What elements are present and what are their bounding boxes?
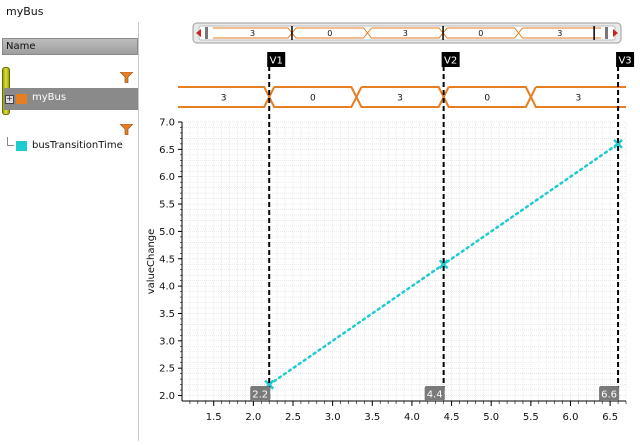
marker-tag[interactable] — [441, 52, 460, 67]
y-tick-label: 6.0 — [159, 172, 175, 183]
overview-bus-value: 3 — [557, 29, 562, 38]
plot-axes: 2.0 2.5 3.0 3.5 4.0 4.5 5.0 5.5 6.0 6.5 7.0 1.5 2.0 2… — [146, 118, 627, 423]
filter-icon[interactable] — [120, 124, 133, 135]
name-column-header[interactable]: Name — [2, 38, 138, 55]
window-title: myBus — [6, 5, 44, 18]
marker-x-value: 4.4 — [427, 390, 443, 401]
overview-bus-value: 0 — [327, 29, 332, 38]
overview-scrollbar[interactable]: 3 0 3 0 3 — [192, 22, 622, 44]
x-tick-label: 4.0 — [404, 412, 420, 423]
plot-area — [182, 122, 626, 401]
filter-icon[interactable] — [120, 72, 133, 83]
bus-color-swatch — [16, 94, 27, 104]
marker-x-value: 6.6 — [601, 390, 617, 401]
bus-segment[interactable] — [355, 86, 445, 108]
bus-segment-value: 0 — [310, 94, 316, 104]
y-tick-label: 2.0 — [159, 391, 175, 402]
bus-segment-value: 3 — [221, 94, 227, 104]
overview-bus-value: 3 — [250, 29, 255, 38]
plot-series — [264, 138, 623, 390]
overview-bus-segment — [517, 27, 601, 39]
bus-segment-value: 0 — [484, 94, 490, 104]
overview-bus-value: 3 — [403, 29, 408, 38]
x-tick-label: 6.5 — [602, 412, 618, 423]
y-tick-label: 4.0 — [159, 282, 175, 293]
marker-x-value-badge — [424, 386, 445, 401]
bus-segment[interactable] — [442, 86, 532, 108]
marker-label: V3 — [618, 56, 631, 67]
marker-x-value-badge — [599, 386, 620, 401]
marker-label: V1 — [270, 56, 283, 67]
bus-segment-value: 3 — [397, 94, 403, 104]
bus-segment[interactable] — [268, 86, 358, 108]
overview-bus-segment — [366, 27, 444, 39]
bus-track-mybus[interactable]: 3 0 3 0 3 — [178, 86, 626, 108]
x-tick-label: 3.0 — [325, 412, 341, 423]
y-axis-label: valueChange — [146, 229, 157, 295]
marker-x-value: 2.2 — [252, 390, 268, 401]
bus-row-mybus[interactable]: + myBus — [4, 88, 138, 110]
waveform-area: 3 0 3 0 3 3 0 3 0 3 2.0 2.5 3.0 3.5 4.0 4.5 5.0 5.5 6.0 6… — [139, 0, 640, 441]
y-tick-label: 2.5 — [159, 364, 175, 375]
x-tick-label: 5.0 — [483, 412, 499, 423]
x-tick-label: 3.5 — [364, 412, 380, 423]
signal-label[interactable]: busTransitionTime — [32, 140, 123, 151]
y-tick-label: 7.0 — [159, 118, 175, 129]
x-tick-label: 5.5 — [523, 412, 539, 423]
x-tick-label: 4.5 — [444, 412, 460, 423]
x-tick-label: 2.0 — [245, 412, 261, 423]
overview-bus-value: 0 — [478, 29, 483, 38]
data-point[interactable] — [438, 259, 449, 270]
y-tick-label: 4.5 — [159, 254, 175, 265]
signal-color-swatch — [16, 141, 27, 151]
y-tick-label: 3.0 — [159, 336, 175, 347]
tree-connector — [7, 137, 14, 146]
overview-marker-lines — [291, 26, 595, 40]
vertical-markers[interactable]: V1 2.2 V2 4.4 V3 6.6 — [250, 52, 635, 401]
y-tick-label: 5.0 — [159, 227, 175, 238]
scroll-right-grip[interactable] — [605, 27, 608, 39]
plot-grid — [181, 121, 627, 401]
marker-x-value-badge — [250, 386, 271, 401]
expander-plus-icon[interactable]: + — [5, 94, 14, 104]
bus-segment[interactable] — [529, 86, 626, 108]
waveform-canvas: 3 0 3 0 3 3 0 3 0 3 2.0 2.5 3.0 3.5 4.0 4.5 5.0 5.5 6.0 6… — [146, 22, 635, 423]
y-tick-label: 6.5 — [159, 145, 175, 156]
data-point[interactable] — [613, 138, 623, 149]
y-tick-label: 3.5 — [159, 309, 175, 320]
scroll-left-arrow-icon[interactable] — [196, 29, 201, 37]
x-tick-label: 1.5 — [206, 412, 222, 423]
signal-list-pane: Name + myBus busTransitionTime — [0, 22, 139, 441]
scroll-left-grip[interactable] — [205, 27, 208, 39]
scroll-right-arrow-icon[interactable] — [613, 29, 618, 37]
marker-tag[interactable] — [616, 52, 635, 67]
x-tick-label: 6.0 — [563, 412, 579, 423]
x-tick-label: 2.5 — [285, 412, 301, 423]
bus-segment-value: 3 — [576, 94, 582, 104]
y-tick-label: 5.5 — [159, 200, 175, 211]
marker-tag[interactable] — [267, 52, 286, 67]
marker-label: V2 — [444, 56, 457, 67]
bus-label: myBus — [32, 92, 67, 103]
